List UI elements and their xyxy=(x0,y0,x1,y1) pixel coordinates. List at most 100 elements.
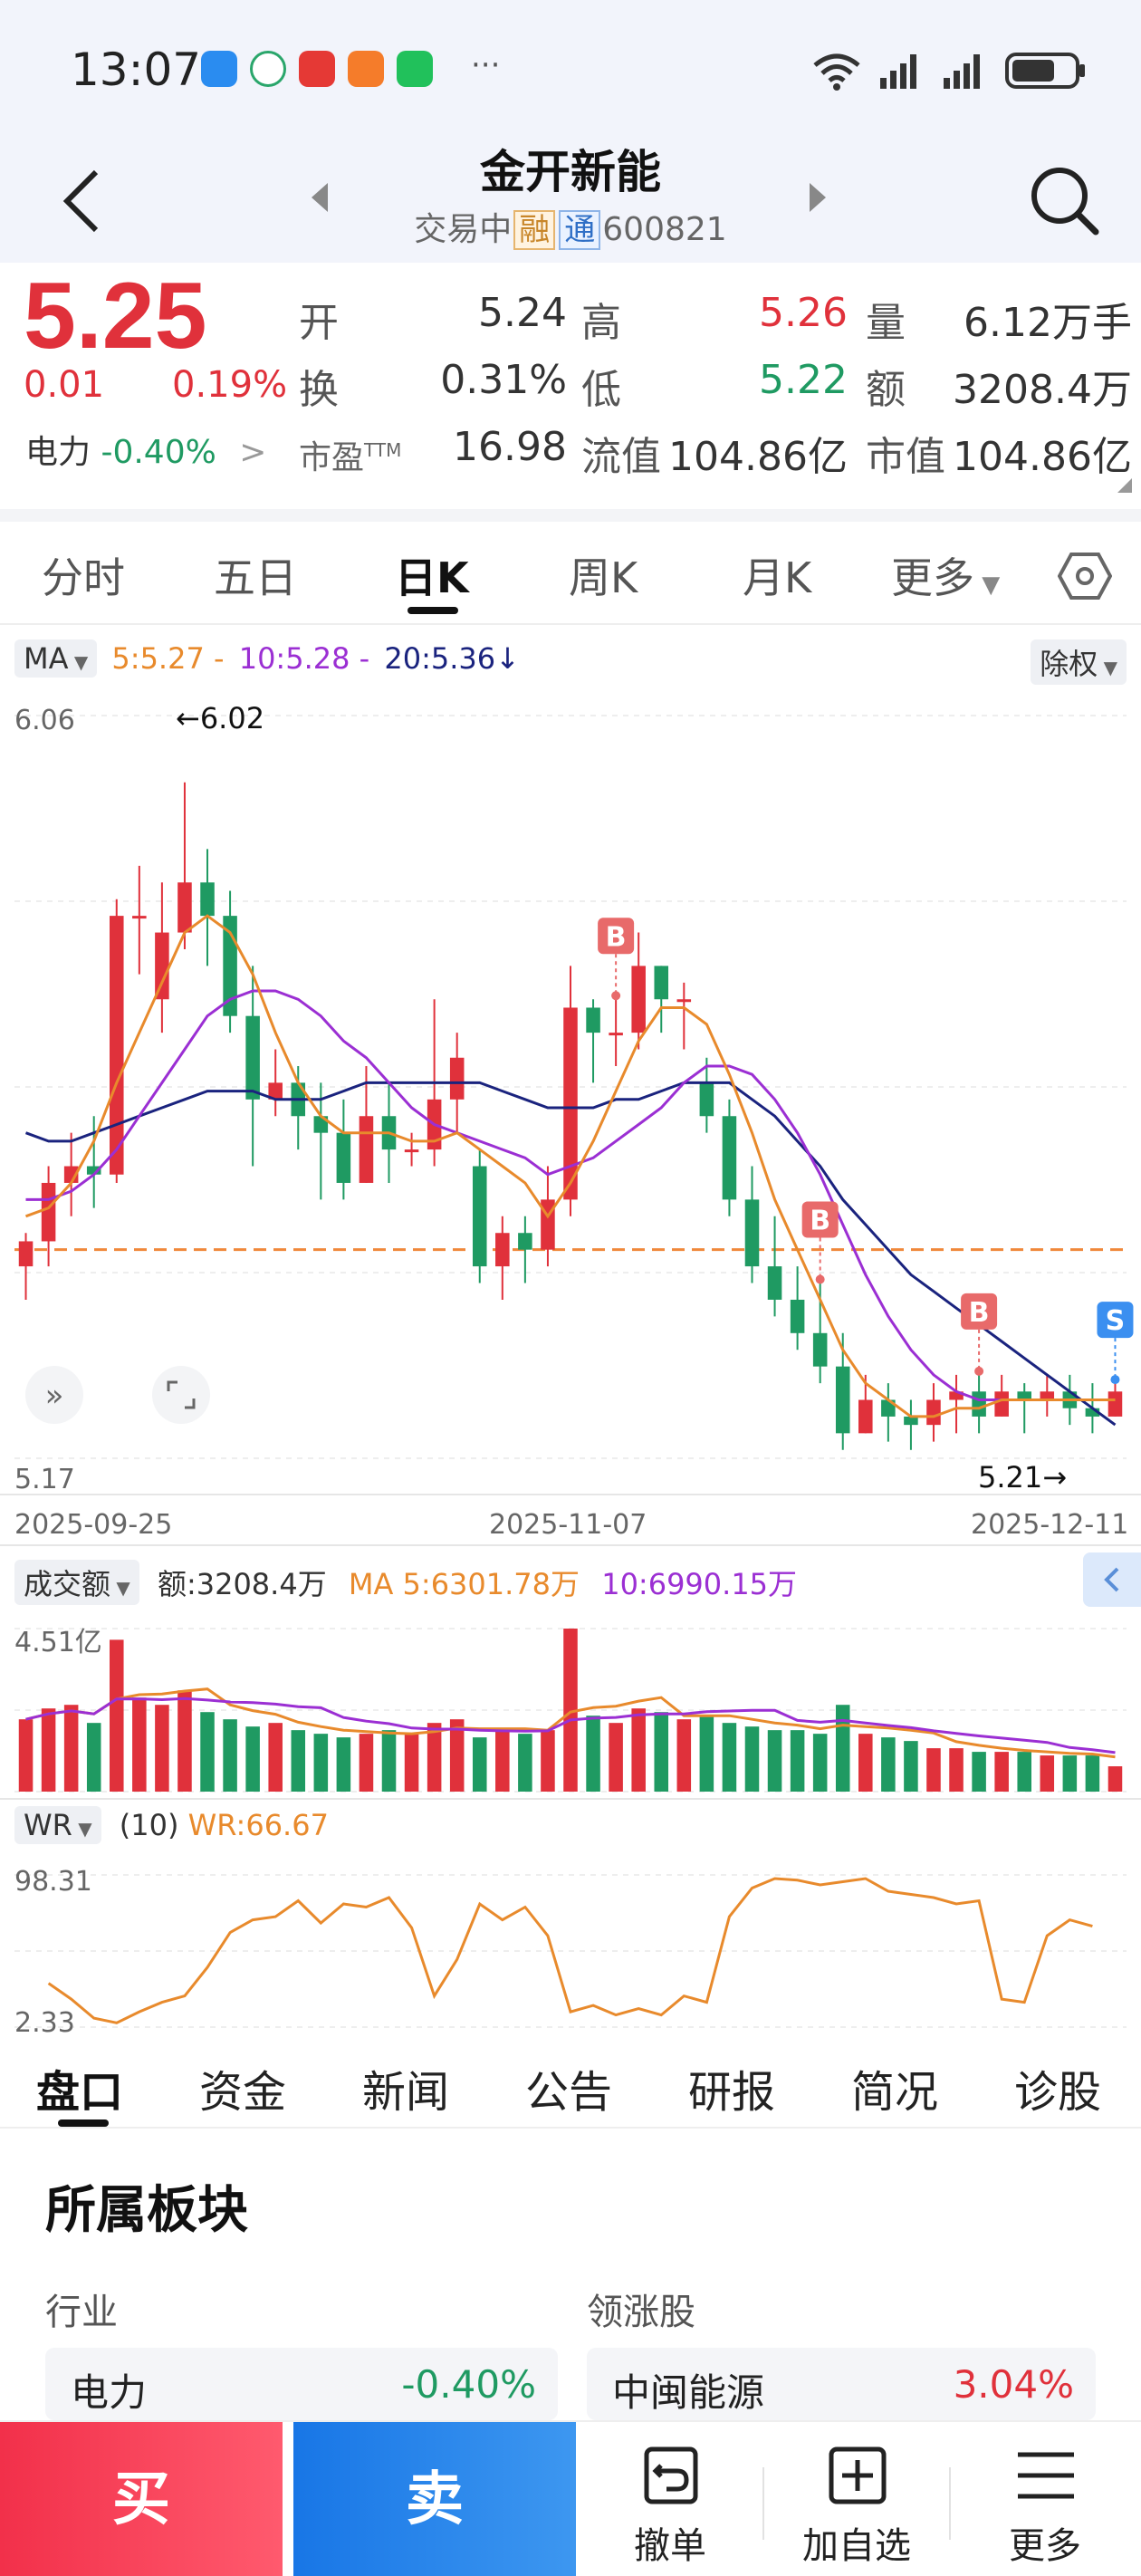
message-app-icon xyxy=(201,51,237,87)
wifi-icon xyxy=(813,53,860,91)
volume-bar xyxy=(541,1730,555,1792)
volume-bar xyxy=(676,1719,692,1792)
candle-body xyxy=(1017,1391,1031,1400)
tab-weekly-k[interactable]: 周K xyxy=(569,553,638,602)
trade-marker-badge xyxy=(598,918,635,955)
tab-daily-k[interactable]: 日K xyxy=(395,553,469,602)
tab-funds[interactable]: 资金 xyxy=(199,2067,287,2118)
volume-bar xyxy=(86,1723,101,1792)
industry-card[interactable]: 电力 -0.40% xyxy=(45,2348,558,2420)
amount-value: 3208.4万 xyxy=(953,367,1132,413)
candle-body xyxy=(1085,1408,1100,1417)
next-stock-icon[interactable] xyxy=(806,170,833,225)
candle-body xyxy=(631,966,646,1033)
kline-svg[interactable]: B B B S » xyxy=(0,625,1141,2038)
volume-bar xyxy=(699,1716,714,1792)
info-tabs: 盘口 资金 新闻 公告 研报 简况 诊股 xyxy=(0,2038,1141,2129)
candle-body xyxy=(858,1399,873,1434)
more-button[interactable]: 更多 xyxy=(954,2422,1136,2576)
chart-period-tabs: 分时 五日 日K 周K 月K 更多 ▼ xyxy=(0,525,1141,625)
high-annotation: ←6.02 xyxy=(176,701,265,735)
search-icon[interactable] xyxy=(1023,159,1105,241)
add-watchlist-button[interactable]: 加自选 xyxy=(766,2422,947,2576)
sector-link[interactable]: 电力 -0.40% > xyxy=(25,426,266,473)
candle-body xyxy=(722,1116,737,1200)
battery-icon xyxy=(1005,53,1085,89)
wechat-icon xyxy=(397,51,433,87)
price-change-pct: 0.19% xyxy=(172,364,288,406)
sector-name: 电力 xyxy=(25,434,91,471)
date-start: 2025-09-25 xyxy=(14,1509,173,1541)
candle-body xyxy=(654,966,669,1000)
ma-selector[interactable]: MA ▼ xyxy=(14,639,98,678)
candle-body xyxy=(200,882,215,917)
volume-selector[interactable]: 成交额 ▼ xyxy=(14,1560,139,1605)
trade-action-bar: 买 卖 撤单 加自选 更多 xyxy=(0,2420,1141,2576)
candle-body xyxy=(904,1416,918,1426)
low-annotation: 5.21→ xyxy=(978,1460,1068,1495)
open-value: 5.24 xyxy=(478,290,567,336)
system-indicators xyxy=(811,51,1087,91)
tab-news[interactable]: 新闻 xyxy=(362,2067,450,2118)
marker-dot xyxy=(611,991,621,1001)
prev-stock-icon[interactable] xyxy=(304,170,331,225)
industry-label: 行业 xyxy=(45,2292,118,2333)
leader-pct: 3.04% xyxy=(953,2362,1074,2407)
tab-announcements[interactable]: 公告 xyxy=(525,2067,613,2118)
tab-profile[interactable]: 简况 xyxy=(851,2067,939,2118)
volume-bar xyxy=(427,1723,442,1792)
adjust-selector[interactable]: 除权 ▼ xyxy=(1031,639,1127,685)
volume-bar xyxy=(404,1734,419,1792)
corner-expand-icon[interactable] xyxy=(1116,476,1134,495)
date-end: 2025-12-11 xyxy=(971,1509,1129,1541)
back-arrow-icon[interactable] xyxy=(54,165,109,237)
wr-selector[interactable]: WR ▼ xyxy=(14,1806,101,1844)
leader-card[interactable]: 中闽能源 3.04% xyxy=(587,2348,1096,2420)
trade-marker-badge xyxy=(801,1201,839,1238)
tab-monthly-k[interactable]: 月K xyxy=(743,553,812,602)
volume-bar xyxy=(790,1730,805,1792)
trade-marker-badge xyxy=(961,1293,998,1330)
fullscreen-icon xyxy=(167,1380,196,1409)
volume-bar xyxy=(835,1705,850,1792)
active-tab-indicator xyxy=(408,607,458,614)
tab-intraday[interactable]: 分时 xyxy=(42,553,125,602)
clock: 13:07 xyxy=(71,43,202,96)
volume-bar xyxy=(200,1712,215,1792)
tab-five-day[interactable]: 五日 xyxy=(214,553,297,602)
wr-legend: WR ▼ (10) WR:66.67 xyxy=(14,1806,329,1844)
candle-body xyxy=(404,1149,419,1153)
sector-pct: -0.40% xyxy=(101,434,216,471)
tab-orderbook[interactable]: 盘口 xyxy=(36,2067,124,2118)
collapse-panel-button[interactable] xyxy=(1083,1552,1141,1607)
leader-label: 领涨股 xyxy=(587,2292,695,2333)
volume-ma10: 10:6990.15万 xyxy=(601,1567,798,1601)
trade-marker-label: S xyxy=(1106,1305,1126,1337)
connect-tag: 通 xyxy=(559,210,601,250)
buy-button[interactable]: 买 xyxy=(0,2422,283,2576)
tab-more[interactable]: 更多 ▼ xyxy=(891,553,1001,602)
volume-bar xyxy=(449,1719,465,1792)
active-tab-indicator xyxy=(58,2119,109,2127)
more-notifications-icon: ··· xyxy=(471,47,501,83)
trade-marker-label: B xyxy=(810,1206,830,1237)
tab-research[interactable]: 研报 xyxy=(688,2067,776,2118)
stock-header: 金开新能 交易中融通 600821 xyxy=(0,127,1141,263)
candle-body xyxy=(699,1082,714,1117)
volume-bar xyxy=(1017,1752,1031,1792)
stock-name: 金开新能 xyxy=(480,146,661,198)
volume-ma5-line xyxy=(25,1687,1116,1759)
low-value: 5.22 xyxy=(759,357,848,403)
cancel-order-button[interactable]: 撤单 xyxy=(580,2422,761,2576)
chart-settings-icon[interactable] xyxy=(1058,551,1112,601)
volume-bar xyxy=(1107,1766,1123,1792)
tab-diagnosis[interactable]: 诊股 xyxy=(1014,2067,1102,2118)
quote-panel: 5.25 0.01 0.19% 电力 -0.40% > 开 5.24 高 5.2… xyxy=(0,263,1141,507)
volume-bar xyxy=(132,1697,147,1792)
marker-dot xyxy=(974,1366,984,1376)
volume-bar xyxy=(972,1752,986,1792)
candle-body xyxy=(359,1116,374,1183)
sell-button[interactable]: 卖 xyxy=(293,2422,576,2576)
chevron-left-icon xyxy=(1104,1567,1119,1592)
